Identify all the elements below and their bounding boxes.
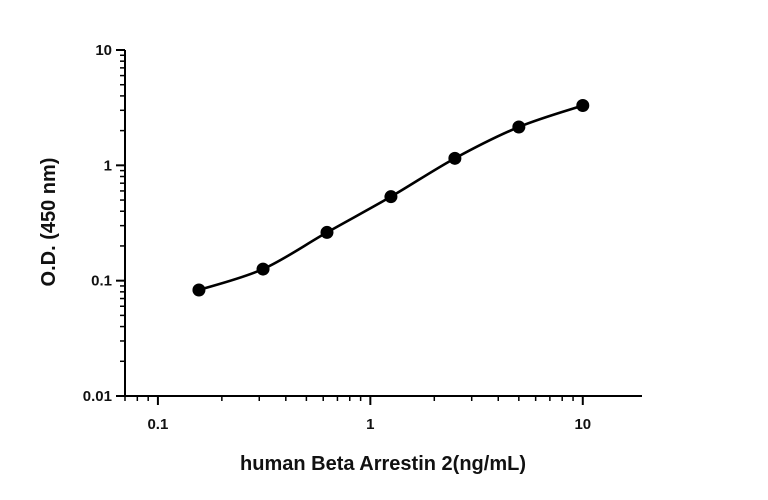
data-point [256, 262, 270, 276]
data-point [384, 190, 398, 204]
x-axis-title: human Beta Arrestin 2(ng/mL) [240, 453, 526, 475]
y-axis: 0.01 0.1 1 10 [83, 42, 126, 405]
x-axis: 0.1 1 10 [124, 395, 642, 433]
data-points [192, 99, 590, 297]
data-point [192, 283, 206, 297]
data-point [576, 99, 590, 113]
data-point [448, 151, 462, 165]
x-tick-label: 0.1 [147, 416, 168, 433]
x-tick-label: 10 [574, 416, 591, 433]
x-tick-label: 1 [366, 416, 374, 433]
y-axis-title: O.D. (450 nm) [38, 158, 60, 287]
y-tick-label: 0.01 [83, 388, 112, 405]
data-point [320, 225, 334, 239]
data-point [512, 120, 526, 134]
y-tick-label: 0.1 [91, 273, 112, 290]
y-tick-label: 10 [95, 42, 112, 59]
y-tick-label: 1 [104, 157, 112, 174]
